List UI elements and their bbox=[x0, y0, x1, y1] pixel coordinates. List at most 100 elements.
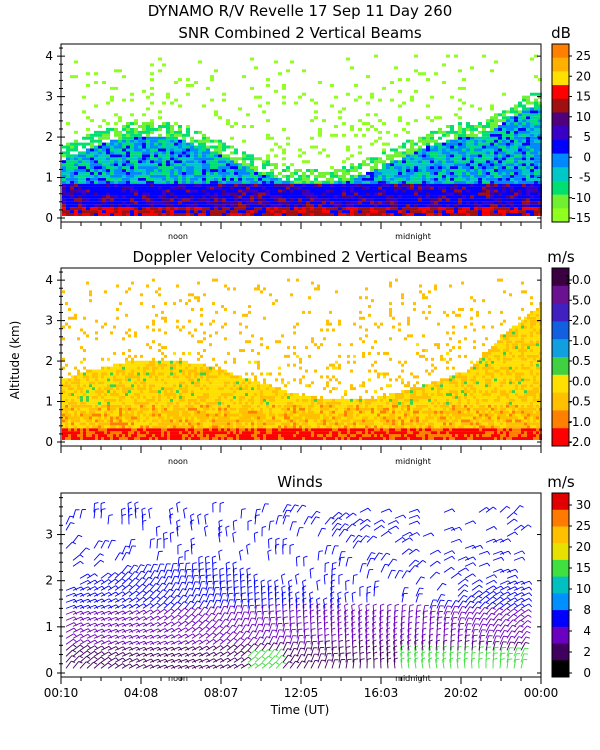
doppler-cell bbox=[146, 381, 149, 385]
snr-cell bbox=[166, 198, 170, 202]
snr-cell bbox=[502, 154, 506, 158]
snr-cell bbox=[114, 166, 118, 170]
doppler-cell bbox=[92, 428, 95, 432]
snr-cell bbox=[186, 198, 190, 202]
snr-cell bbox=[186, 177, 190, 181]
snr-cell bbox=[158, 163, 162, 167]
snr-cell bbox=[294, 210, 298, 214]
snr-colorbar-segment bbox=[552, 71, 569, 86]
doppler-cell bbox=[92, 387, 95, 391]
doppler-cell bbox=[104, 392, 107, 396]
snr-cell bbox=[506, 171, 510, 175]
doppler-cell bbox=[215, 413, 218, 417]
snr-cell bbox=[490, 195, 494, 199]
snr-cell bbox=[102, 204, 106, 208]
snr-cell bbox=[154, 163, 158, 167]
snr-cell bbox=[458, 86, 462, 90]
snr-cell bbox=[114, 168, 118, 172]
snr-cell bbox=[366, 174, 370, 178]
doppler-cell bbox=[113, 434, 116, 438]
snr-cell bbox=[378, 119, 382, 123]
snr-cell bbox=[274, 180, 278, 184]
doppler-cell bbox=[182, 431, 185, 435]
snr-cell bbox=[514, 110, 518, 114]
doppler-cell bbox=[83, 392, 86, 396]
snr-cell bbox=[114, 183, 118, 187]
snr-cell bbox=[538, 92, 542, 96]
snr-cell bbox=[174, 145, 178, 149]
snr-cell bbox=[122, 127, 126, 131]
snr-cell bbox=[450, 201, 454, 205]
doppler-cell bbox=[179, 387, 182, 391]
doppler-cell bbox=[86, 398, 89, 402]
snr-cell bbox=[514, 133, 518, 137]
doppler-cell bbox=[110, 407, 113, 411]
snr-cell bbox=[406, 166, 410, 170]
doppler-cell bbox=[92, 392, 95, 396]
snr-cell bbox=[502, 127, 506, 131]
snr-cell bbox=[282, 207, 286, 211]
doppler-cell bbox=[80, 404, 83, 408]
snr-cell bbox=[446, 168, 450, 172]
snr-cell bbox=[182, 192, 186, 196]
snr-cell bbox=[338, 168, 342, 172]
snr-cell bbox=[86, 142, 90, 146]
snr-cell bbox=[538, 168, 542, 172]
doppler-cell bbox=[170, 369, 173, 373]
snr-cell bbox=[406, 212, 410, 216]
snr-cell bbox=[266, 189, 270, 193]
doppler-cell bbox=[83, 375, 86, 379]
doppler-cell bbox=[113, 392, 116, 396]
snr-cell bbox=[182, 195, 186, 199]
doppler-cell bbox=[71, 431, 74, 435]
snr-cell bbox=[410, 157, 414, 161]
snr-cell bbox=[466, 195, 470, 199]
snr-cell bbox=[438, 186, 442, 190]
snr-cell bbox=[142, 151, 146, 155]
snr-cell bbox=[114, 186, 118, 190]
snr-cell bbox=[530, 204, 534, 208]
doppler-cell bbox=[77, 390, 80, 394]
snr-cell bbox=[430, 198, 434, 202]
doppler-cell bbox=[158, 398, 161, 402]
snr-cell bbox=[218, 212, 222, 216]
doppler-cell bbox=[182, 404, 185, 408]
snr-cell bbox=[442, 154, 446, 158]
snr-cell bbox=[346, 195, 350, 199]
snr-cell bbox=[346, 177, 350, 181]
doppler-cell bbox=[227, 381, 230, 385]
doppler-cell bbox=[173, 422, 176, 426]
snr-cell bbox=[374, 113, 378, 117]
snr-cell bbox=[438, 189, 442, 193]
snr-cell bbox=[446, 124, 450, 128]
snr-cell bbox=[454, 133, 458, 137]
doppler-cell bbox=[194, 401, 197, 405]
snr-cell bbox=[422, 163, 426, 167]
doppler-cell bbox=[176, 384, 179, 388]
snr-cell bbox=[166, 139, 170, 143]
snr-cell bbox=[190, 212, 194, 216]
snr-cell bbox=[478, 139, 482, 143]
doppler-cell bbox=[77, 387, 80, 391]
doppler-cell bbox=[62, 381, 65, 385]
doppler-cell bbox=[146, 407, 149, 411]
snr-cell bbox=[86, 201, 90, 205]
doppler-cell bbox=[128, 328, 131, 332]
snr-cell bbox=[454, 130, 458, 134]
doppler-cell bbox=[200, 413, 203, 417]
snr-cell bbox=[398, 151, 402, 155]
snr-cell bbox=[122, 195, 126, 199]
snr-cell bbox=[102, 81, 106, 85]
doppler-cell bbox=[227, 413, 230, 417]
snr-cell bbox=[142, 186, 146, 190]
doppler-cell bbox=[140, 302, 143, 306]
doppler-cell bbox=[227, 401, 230, 405]
snr-cell bbox=[538, 189, 542, 193]
snr-cell bbox=[458, 142, 462, 146]
snr-cell bbox=[142, 122, 146, 126]
doppler-cell bbox=[167, 413, 170, 417]
snr-cell bbox=[226, 177, 230, 181]
snr-cell bbox=[402, 145, 406, 149]
snr-cell bbox=[226, 163, 230, 167]
snr-cell bbox=[302, 174, 306, 178]
